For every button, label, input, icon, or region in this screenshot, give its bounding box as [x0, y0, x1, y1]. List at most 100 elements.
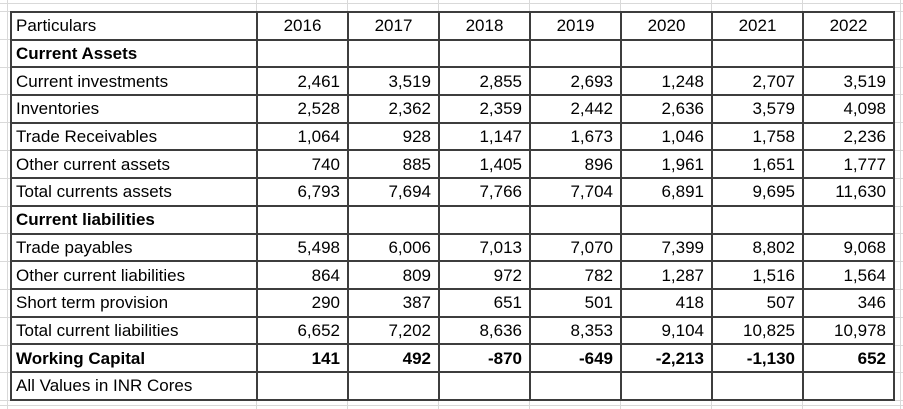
value-cell[interactable] [347, 204, 440, 235]
row-label-cell[interactable]: Short term provision [10, 287, 258, 318]
value-cell[interactable]: 7,704 [529, 177, 622, 207]
row-label-cell[interactable]: Total currents assets [10, 177, 258, 207]
value-cell[interactable]: 7,070 [529, 232, 622, 263]
value-cell[interactable]: 3,579 [711, 94, 804, 124]
value-cell[interactable]: 3,519 [347, 66, 440, 97]
value-cell[interactable]: 6,891 [620, 177, 713, 207]
value-cell[interactable]: 809 [347, 260, 440, 290]
value-cell[interactable]: 2,461 [256, 66, 349, 97]
value-cell[interactable] [711, 38, 804, 69]
value-cell[interactable]: 418 [620, 287, 713, 318]
column-header-2020[interactable]: 2020 [620, 11, 713, 41]
value-cell[interactable] [802, 370, 895, 401]
value-cell[interactable]: 11,630 [802, 177, 895, 207]
column-header-2018[interactable]: 2018 [438, 11, 531, 41]
value-cell[interactable] [529, 204, 622, 235]
value-cell[interactable]: -2,213 [620, 343, 713, 373]
value-cell[interactable]: 346 [802, 287, 895, 318]
value-cell[interactable]: -1,130 [711, 343, 804, 373]
value-cell[interactable]: 864 [256, 260, 349, 290]
value-cell[interactable]: 7,013 [438, 232, 531, 263]
row-label-cell[interactable]: Trade payables [10, 232, 258, 263]
value-cell[interactable]: 6,793 [256, 177, 349, 207]
column-header-2022[interactable]: 2022 [802, 11, 895, 41]
value-cell[interactable]: 507 [711, 287, 804, 318]
value-cell[interactable] [711, 370, 804, 401]
row-label-cell[interactable]: Working Capital [10, 343, 258, 373]
column-header-2021[interactable]: 2021 [711, 11, 804, 41]
value-cell[interactable]: 8,636 [438, 315, 531, 346]
value-cell[interactable] [438, 38, 531, 69]
row-label-cell[interactable]: Trade Receivables [10, 121, 258, 152]
value-cell[interactable]: 1,046 [620, 121, 713, 152]
value-cell[interactable]: 7,399 [620, 232, 713, 263]
column-header-2016[interactable]: 2016 [256, 11, 349, 41]
value-cell[interactable]: 9,068 [802, 232, 895, 263]
value-cell[interactable] [438, 370, 531, 401]
value-cell[interactable] [529, 38, 622, 69]
value-cell[interactable]: 1,758 [711, 121, 804, 152]
value-cell[interactable]: 651 [438, 287, 531, 318]
value-cell[interactable] [347, 370, 440, 401]
value-cell[interactable]: 2,236 [802, 121, 895, 152]
value-cell[interactable]: 492 [347, 343, 440, 373]
value-cell[interactable]: 5,498 [256, 232, 349, 263]
value-cell[interactable]: 2,855 [438, 66, 531, 97]
value-cell[interactable]: 141 [256, 343, 349, 373]
column-header-2019[interactable]: 2019 [529, 11, 622, 41]
row-label-cell[interactable]: Current investments [10, 66, 258, 97]
value-cell[interactable]: 7,766 [438, 177, 531, 207]
value-cell[interactable]: 1,516 [711, 260, 804, 290]
value-cell[interactable]: 2,528 [256, 94, 349, 124]
value-cell[interactable]: 1,651 [711, 149, 804, 180]
value-cell[interactable]: 1,248 [620, 66, 713, 97]
row-label-cell[interactable]: Other current liabilities [10, 260, 258, 290]
value-cell[interactable]: 2,693 [529, 66, 622, 97]
value-cell[interactable]: 2,359 [438, 94, 531, 124]
value-cell[interactable]: 4,098 [802, 94, 895, 124]
value-cell[interactable]: 2,707 [711, 66, 804, 97]
value-cell[interactable]: 10,978 [802, 315, 895, 346]
value-cell[interactable] [802, 38, 895, 69]
column-header-particulars[interactable]: Particulars [10, 11, 258, 41]
value-cell[interactable]: 8,802 [711, 232, 804, 263]
value-cell[interactable] [620, 38, 713, 69]
value-cell[interactable]: 7,202 [347, 315, 440, 346]
value-cell[interactable] [529, 370, 622, 401]
value-cell[interactable]: 972 [438, 260, 531, 290]
row-label-cell[interactable]: Current Assets [10, 38, 258, 69]
value-cell[interactable]: 740 [256, 149, 349, 180]
value-cell[interactable]: 1,064 [256, 121, 349, 152]
value-cell[interactable]: 290 [256, 287, 349, 318]
value-cell[interactable] [802, 204, 895, 235]
value-cell[interactable] [256, 204, 349, 235]
value-cell[interactable] [438, 204, 531, 235]
value-cell[interactable] [347, 38, 440, 69]
value-cell[interactable]: 9,695 [711, 177, 804, 207]
row-label-cell[interactable]: Current liabilities [10, 204, 258, 235]
value-cell[interactable]: 7,694 [347, 177, 440, 207]
row-label-cell[interactable]: All Values in INR Cores [10, 370, 258, 401]
value-cell[interactable]: 1,961 [620, 149, 713, 180]
value-cell[interactable]: 782 [529, 260, 622, 290]
value-cell[interactable]: 1,287 [620, 260, 713, 290]
value-cell[interactable]: 2,362 [347, 94, 440, 124]
value-cell[interactable]: 2,442 [529, 94, 622, 124]
value-cell[interactable] [711, 204, 804, 235]
value-cell[interactable]: 10,825 [711, 315, 804, 346]
value-cell[interactable]: 928 [347, 121, 440, 152]
value-cell[interactable] [256, 370, 349, 401]
value-cell[interactable]: 1,405 [438, 149, 531, 180]
value-cell[interactable]: 1,777 [802, 149, 895, 180]
value-cell[interactable]: 387 [347, 287, 440, 318]
row-label-cell[interactable]: Inventories [10, 94, 258, 124]
value-cell[interactable] [256, 38, 349, 69]
value-cell[interactable]: 1,673 [529, 121, 622, 152]
value-cell[interactable]: -870 [438, 343, 531, 373]
value-cell[interactable]: 1,147 [438, 121, 531, 152]
value-cell[interactable]: 8,353 [529, 315, 622, 346]
value-cell[interactable]: 9,104 [620, 315, 713, 346]
value-cell[interactable]: 6,652 [256, 315, 349, 346]
value-cell[interactable]: 2,636 [620, 94, 713, 124]
row-label-cell[interactable]: Total current liabilities [10, 315, 258, 346]
